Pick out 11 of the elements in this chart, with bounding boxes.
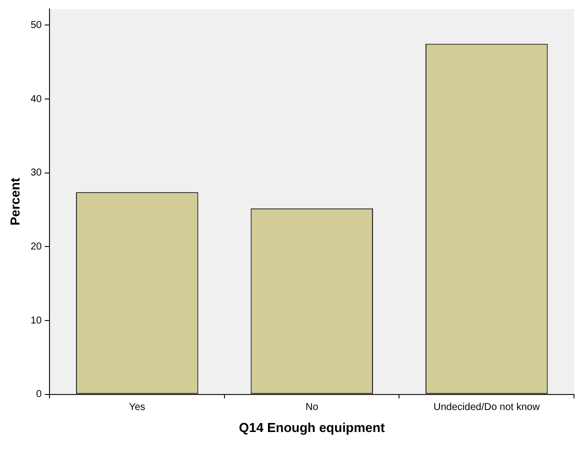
y-tick-label: 0 xyxy=(36,389,42,400)
x-tick-label: Yes xyxy=(128,402,146,414)
y-axis-title: Percent xyxy=(7,177,22,226)
y-tick-label: 30 xyxy=(30,168,42,179)
y-tick-label: 50 xyxy=(30,20,42,31)
y-tick-label: 20 xyxy=(30,241,42,252)
y-tick-label: 40 xyxy=(30,94,42,105)
y-tick-label: 10 xyxy=(30,315,42,326)
x-tick-label: Undecided/Do not know xyxy=(434,402,540,414)
x-axis-title: Q14 Enough equipment xyxy=(238,420,386,435)
x-tick-label: No xyxy=(305,402,319,414)
